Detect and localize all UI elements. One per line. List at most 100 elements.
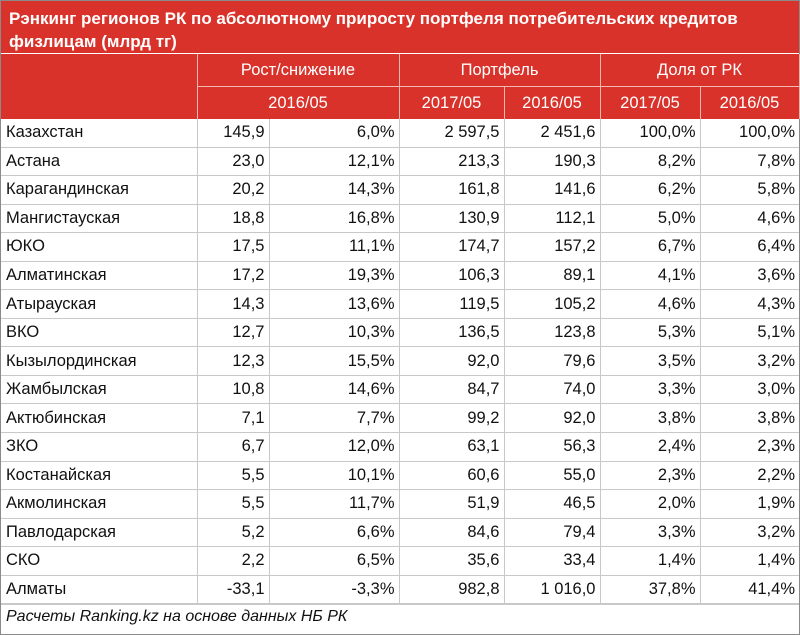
- cell-share-2017: 3,8%: [600, 403, 701, 434]
- cell-portfolio-2016: 56,3: [504, 432, 601, 462]
- cell-portfolio-2017: 84,6: [399, 518, 505, 548]
- cell-growth-pct: 16,8%: [269, 204, 400, 234]
- table-row: ЗКО 6,7 12,0% 63,1 56,3 2,4% 2,3%: [1, 432, 799, 462]
- table-body: Казахстан 145,9 6,0% 2 597,5 2 451,6 100,0% 10…: [1, 119, 799, 605]
- table-row: Жамбылская 10,8 14,6% 84,7 74,0 3,3% 3,0%: [1, 375, 799, 405]
- cell-portfolio-2016: 79,6: [504, 346, 601, 376]
- cell-portfolio-2017: 106,3: [399, 261, 505, 291]
- cell-growth-abs: -33,1: [197, 575, 270, 605]
- cell-growth-abs: 7,1: [197, 403, 270, 434]
- cell-portfolio-2016: 123,8: [504, 318, 601, 348]
- cell-share-2016: 3,0%: [700, 375, 799, 405]
- cell-region: Атырауская: [1, 289, 198, 319]
- cell-region: Актюбинская: [1, 403, 198, 434]
- cell-growth-abs: 2,2: [197, 546, 270, 576]
- table-title: Рэнкинг регионов РК по абсолютному приро…: [1, 1, 799, 54]
- cell-growth-abs: 14,3: [197, 289, 270, 319]
- cell-growth-abs: 145,9: [197, 119, 270, 148]
- cell-share-2017: 6,7%: [600, 232, 701, 262]
- cell-growth-pct: 14,6%: [269, 375, 400, 405]
- header-portfolio-2016: 2016/05: [504, 86, 601, 119]
- cell-growth-pct: 14,3%: [269, 175, 400, 205]
- cell-portfolio-2017: 92,0: [399, 346, 505, 376]
- cell-growth-abs: 12,7: [197, 318, 270, 348]
- cell-portfolio-2017: 60,6: [399, 461, 505, 491]
- cell-portfolio-2017: 2 597,5: [399, 119, 505, 148]
- cell-share-2017: 37,8%: [600, 575, 701, 605]
- table-row: Алматинская 17,2 19,3% 106,3 89,1 4,1% 3,6%: [1, 261, 799, 291]
- cell-share-2016: 5,8%: [700, 175, 799, 205]
- cell-portfolio-2016: 55,0: [504, 461, 601, 491]
- source-note: Расчеты Ranking.kz на основе данных НБ Р…: [1, 604, 799, 629]
- cell-share-2017: 100,0%: [600, 119, 701, 148]
- header-growth: Рост/снижение: [197, 54, 400, 87]
- header-growth-period: 2016/05: [197, 86, 400, 119]
- cell-share-2016: 41,4%: [700, 575, 799, 605]
- cell-share-2017: 3,3%: [600, 518, 701, 548]
- cell-region: Казахстан: [1, 119, 198, 148]
- cell-portfolio-2017: 63,1: [399, 432, 505, 462]
- cell-region: Жамбылская: [1, 375, 198, 405]
- cell-growth-pct: 6,5%: [269, 546, 400, 576]
- cell-portfolio-2017: 213,3: [399, 147, 505, 177]
- cell-region: Мангистауская: [1, 204, 198, 234]
- cell-growth-pct: 11,1%: [269, 232, 400, 262]
- cell-portfolio-2016: 141,6: [504, 175, 601, 205]
- cell-portfolio-2016: 46,5: [504, 489, 601, 519]
- cell-growth-pct: 6,0%: [269, 119, 400, 148]
- cell-share-2016: 4,3%: [700, 289, 799, 319]
- header-region-blank: [1, 54, 198, 119]
- cell-portfolio-2017: 119,5: [399, 289, 505, 319]
- cell-share-2017: 6,2%: [600, 175, 701, 205]
- cell-growth-pct: 12,0%: [269, 432, 400, 462]
- table-row: Атырауская 14,3 13,6% 119,5 105,2 4,6% 4,3%: [1, 289, 799, 319]
- ranking-table: Рост/снижение Портфель Доля от РК 2016/0…: [1, 54, 800, 605]
- table-row: Кызылординская 12,3 15,5% 92,0 79,6 3,5% 3,2%: [1, 346, 799, 376]
- cell-portfolio-2017: 982,8: [399, 575, 505, 605]
- cell-share-2016: 2,3%: [700, 432, 799, 462]
- table-row: ВКО 12,7 10,3% 136,5 123,8 5,3% 5,1%: [1, 318, 799, 348]
- cell-growth-pct: 6,6%: [269, 518, 400, 548]
- table-row: Костанайская 5,5 10,1% 60,6 55,0 2,3% 2,2%: [1, 461, 799, 491]
- cell-region: ВКО: [1, 318, 198, 348]
- cell-portfolio-2017: 84,7: [399, 375, 505, 405]
- cell-share-2017: 1,4%: [600, 546, 701, 576]
- cell-share-2017: 2,0%: [600, 489, 701, 519]
- cell-region: ЗКО: [1, 432, 198, 462]
- cell-region: Кызылординская: [1, 346, 198, 376]
- cell-region: ЮКО: [1, 232, 198, 262]
- cell-growth-pct: 12,1%: [269, 147, 400, 177]
- table-row: Астана 23,0 12,1% 213,3 190,3 8,2% 7,8%: [1, 147, 799, 177]
- cell-share-2017: 2,3%: [600, 461, 701, 491]
- table-row: Алматы -33,1 -3,3% 982,8 1 016,0 37,8% 41,4%: [1, 575, 799, 605]
- cell-share-2017: 3,3%: [600, 375, 701, 405]
- cell-portfolio-2016: 112,1: [504, 204, 601, 234]
- cell-region: Алматы: [1, 575, 198, 605]
- cell-portfolio-2017: 35,6: [399, 546, 505, 576]
- cell-share-2017: 5,0%: [600, 204, 701, 234]
- cell-growth-pct: 7,7%: [269, 403, 400, 434]
- cell-share-2017: 4,6%: [600, 289, 701, 319]
- cell-portfolio-2016: 157,2: [504, 232, 601, 262]
- cell-growth-pct: -3,3%: [269, 575, 400, 605]
- cell-growth-pct: 10,1%: [269, 461, 400, 491]
- cell-portfolio-2016: 1 016,0: [504, 575, 601, 605]
- header-share-2016: 2016/05: [700, 86, 800, 119]
- cell-region: Алматинская: [1, 261, 198, 291]
- cell-growth-abs: 17,2: [197, 261, 270, 291]
- cell-growth-abs: 12,3: [197, 346, 270, 376]
- cell-growth-abs: 6,7: [197, 432, 270, 462]
- cell-region: СКО: [1, 546, 198, 576]
- table-row: Казахстан 145,9 6,0% 2 597,5 2 451,6 100,0% 10…: [1, 119, 799, 148]
- cell-portfolio-2017: 136,5: [399, 318, 505, 348]
- cell-region: Карагандинская: [1, 175, 198, 205]
- cell-growth-abs: 10,8: [197, 375, 270, 405]
- cell-growth-abs: 17,5: [197, 232, 270, 262]
- cell-share-2016: 5,1%: [700, 318, 799, 348]
- cell-share-2016: 100,0%: [700, 119, 799, 148]
- cell-share-2016: 6,4%: [700, 232, 799, 262]
- cell-portfolio-2016: 33,4: [504, 546, 601, 576]
- cell-share-2016: 2,2%: [700, 461, 799, 491]
- cell-portfolio-2017: 99,2: [399, 403, 505, 434]
